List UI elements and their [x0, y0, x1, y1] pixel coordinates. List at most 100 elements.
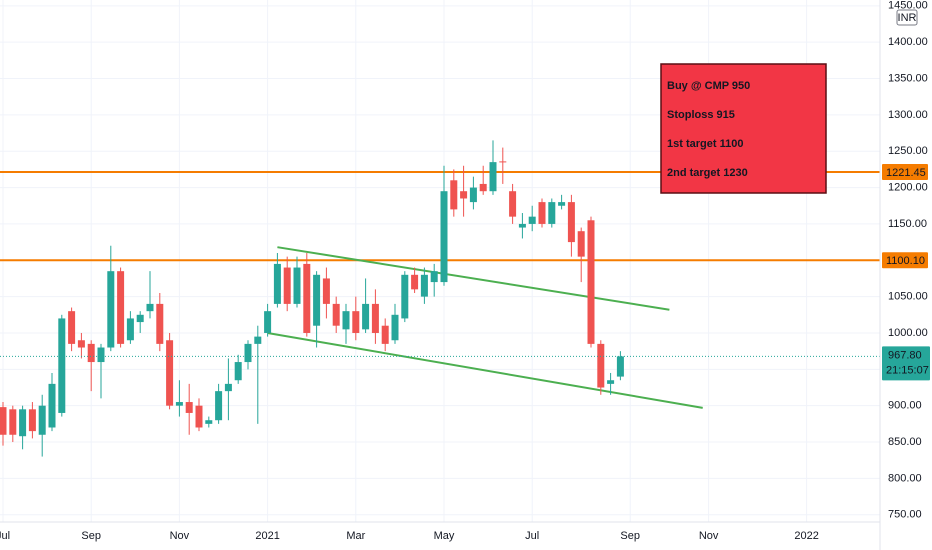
- candle-body: [411, 274, 419, 290]
- candle-body: [499, 161, 507, 163]
- y-tick-label: 1400.00: [888, 36, 928, 48]
- x-tick-label: Nov: [699, 530, 719, 542]
- candle-body: [420, 274, 428, 297]
- candle-body: [469, 187, 477, 203]
- annotation-text: 1st target 1100: [667, 138, 743, 150]
- candle-body: [518, 223, 526, 228]
- trendline: [277, 246, 670, 311]
- y-tick-label: 1450.00: [888, 0, 928, 12]
- candle-body: [509, 191, 517, 217]
- candle-body: [126, 318, 134, 341]
- candle-body: [264, 311, 272, 333]
- candle-body: [244, 343, 252, 363]
- x-tick-label: Mar: [346, 530, 365, 542]
- y-tick-label: 1300.00: [888, 109, 928, 121]
- candle-body: [362, 303, 370, 330]
- candle-body: [28, 409, 36, 432]
- candle-body: [273, 263, 281, 304]
- price-axis: [880, 0, 932, 550]
- candle-body: [234, 362, 242, 381]
- annotation-text: Stoploss 915: [667, 109, 735, 121]
- candle-body: [156, 303, 164, 344]
- y-tick-label: 1150.00: [888, 218, 927, 230]
- candle-body: [597, 343, 605, 388]
- candle-body: [77, 340, 85, 348]
- annotation-box: [660, 63, 827, 194]
- time-axis: [0, 522, 880, 550]
- y-tick-label: 1350.00: [888, 72, 928, 84]
- candle-body: [450, 180, 458, 210]
- candle-body: [342, 311, 350, 330]
- y-tick-label: 1200.00: [888, 181, 928, 193]
- annotation-text: Buy @ CMP 950: [667, 80, 750, 92]
- x-tick-label: Nov: [170, 530, 190, 542]
- candle-body: [215, 391, 223, 421]
- candle-body: [175, 402, 183, 406]
- last-price-label: 967.80: [888, 349, 922, 361]
- candle-body: [87, 343, 95, 363]
- countdown-label: 21:15:07: [886, 364, 929, 376]
- candle-body: [166, 340, 174, 406]
- candle-body: [567, 202, 575, 243]
- candle-body: [548, 202, 556, 224]
- y-tick-label: 1050.00: [888, 291, 928, 303]
- candle-body: [381, 325, 389, 344]
- candle-body: [97, 347, 105, 363]
- candle-body: [538, 202, 546, 224]
- currency-label: INR: [898, 12, 917, 24]
- x-tick-label: May: [434, 530, 455, 542]
- candle-body: [48, 383, 56, 428]
- y-tick-label: 900.00: [888, 400, 922, 412]
- candle-body: [195, 405, 203, 428]
- candle-body: [401, 274, 409, 319]
- candle-body: [136, 314, 144, 323]
- candle-body: [19, 409, 27, 437]
- candle-body: [440, 191, 448, 283]
- x-tick-label: 2021: [255, 530, 279, 542]
- candle-body: [303, 263, 311, 333]
- candle-body: [322, 278, 330, 304]
- candle-body: [205, 420, 213, 424]
- level-label: 1100.10: [886, 255, 925, 267]
- candle-body: [283, 267, 291, 304]
- candle-body: [352, 311, 360, 333]
- candle-body: [293, 267, 301, 304]
- candle-body: [38, 405, 46, 435]
- y-tick-label: 750.00: [888, 509, 922, 521]
- trendline: [267, 331, 703, 409]
- candle-body: [371, 303, 379, 333]
- candle-body: [224, 383, 232, 392]
- candle-body: [254, 336, 262, 344]
- y-tick-label: 1000.00: [888, 327, 928, 339]
- level-label: 1221.45: [886, 167, 926, 179]
- candle-body: [528, 216, 536, 224]
- candle-body: [587, 220, 595, 344]
- x-tick-label: 2022: [794, 530, 818, 542]
- candle-body: [107, 271, 115, 348]
- candle-body: [489, 162, 497, 192]
- candle-body: [616, 356, 624, 377]
- candle-body: [0, 407, 7, 435]
- candle-body: [117, 271, 125, 344]
- level-label-box: [882, 163, 928, 180]
- candle-body: [460, 191, 468, 199]
- candle-body: [607, 380, 615, 384]
- candle-body: [558, 202, 566, 206]
- x-tick-label: Sep: [620, 530, 640, 542]
- currency-box: [896, 9, 918, 26]
- x-tick-label: Jul: [525, 530, 539, 542]
- candle-body: [479, 183, 487, 192]
- candle-body: [9, 409, 17, 435]
- x-tick-label: Jul: [0, 530, 10, 542]
- candle-body: [313, 274, 321, 326]
- annotation-text: 2nd target 1230: [667, 167, 748, 179]
- level-label-box: [882, 252, 928, 269]
- last-price-box: [882, 346, 930, 381]
- candle-body: [58, 318, 66, 413]
- x-tick-label: Sep: [81, 530, 101, 542]
- y-tick-label: 800.00: [888, 472, 922, 484]
- candle-body: [332, 303, 340, 326]
- candle-body: [430, 271, 438, 283]
- y-tick-label: 850.00: [888, 436, 922, 448]
